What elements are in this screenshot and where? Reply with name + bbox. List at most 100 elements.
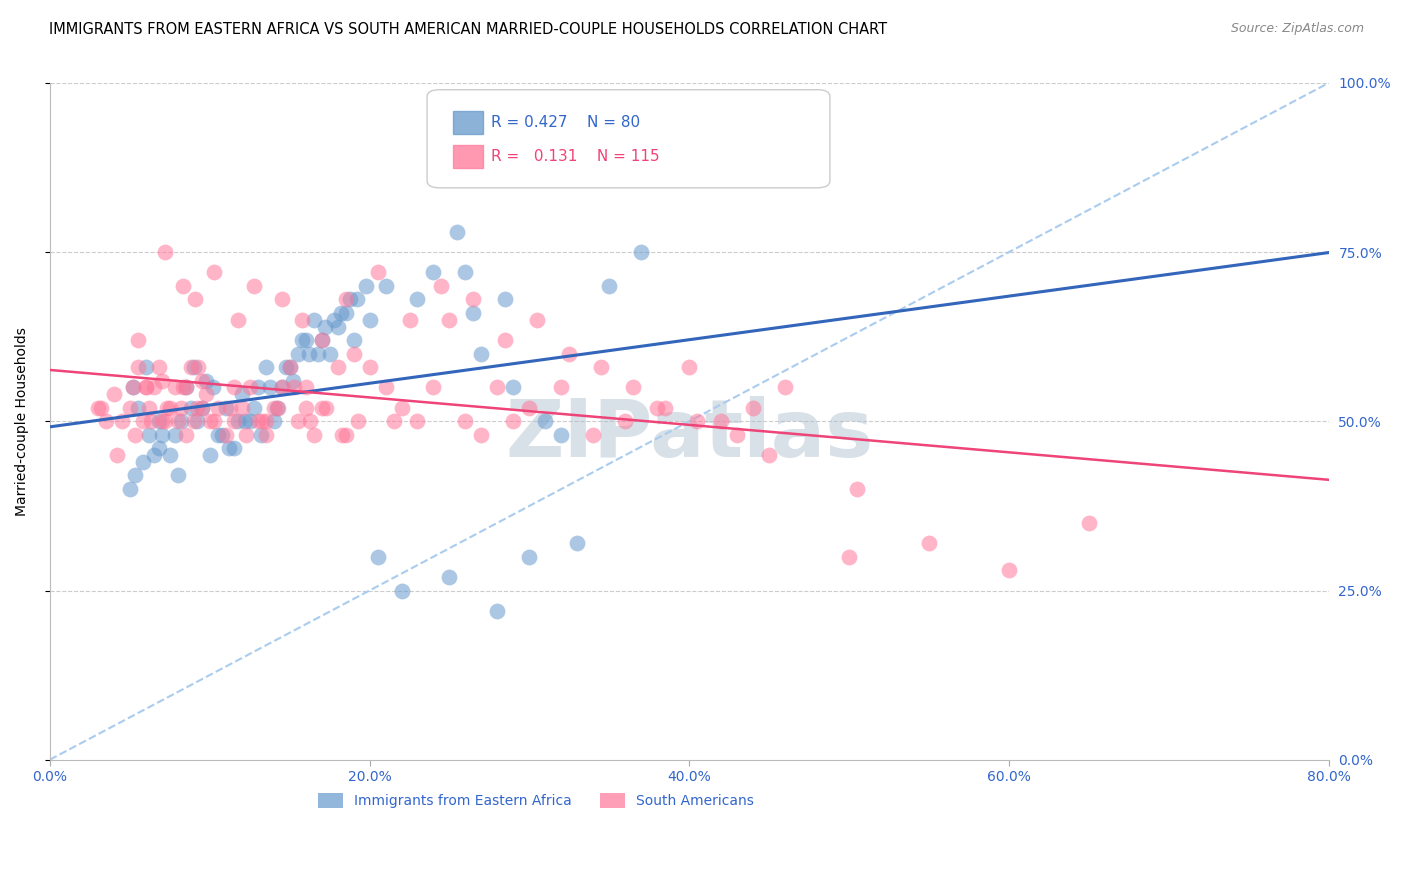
Point [367,265,389,279]
Point [159,401,181,415]
Point [183,360,205,375]
Point [263,414,285,428]
Point [374,279,396,293]
Point [298,346,321,360]
Point [219,401,242,415]
Point [166,468,188,483]
Point [294,401,316,415]
Point [494,333,516,347]
Point [163,427,186,442]
Point [190,374,212,388]
Point [311,333,333,347]
Point [299,414,322,428]
Point [630,245,652,260]
Point [1077,516,1099,530]
Point [773,380,796,394]
Point [243,279,266,293]
Point [406,293,429,307]
Point [686,414,709,428]
Point [486,604,509,618]
Point [335,427,357,442]
Point [135,380,157,394]
Point [302,427,325,442]
Point [135,360,157,375]
Point [346,293,368,307]
Point [103,387,125,401]
Point [215,401,238,415]
Point [846,482,869,496]
Point [430,279,453,293]
Point [367,549,389,564]
Bar [453,112,484,134]
Point [270,380,292,394]
Point [186,401,208,415]
Point [332,427,354,442]
Point [439,570,461,584]
Point [519,401,541,415]
Point [263,401,285,415]
Point [172,279,194,293]
Point [211,427,233,442]
Text: R = 0.427    N = 80: R = 0.427 N = 80 [491,115,640,130]
Point [326,360,349,375]
Point [179,401,201,415]
Point [233,414,256,428]
Point [231,401,253,415]
Point [172,380,194,394]
Point [195,374,218,388]
Point [307,346,329,360]
Point [170,414,193,428]
Point [254,427,277,442]
Point [118,401,141,415]
Point [231,387,253,401]
Point [267,401,290,415]
Point [550,380,572,394]
Point [342,333,364,347]
Point [246,380,269,394]
Point [918,536,941,550]
Point [124,468,146,483]
Point [207,401,229,415]
Point [150,414,173,428]
Point [184,293,207,307]
Point [598,279,620,293]
Point [118,482,141,496]
Point [422,265,444,279]
Point [335,293,357,307]
Point [678,360,700,375]
Point [278,360,301,375]
Point [710,414,733,428]
Point [138,427,160,442]
Point [382,414,405,428]
Point [470,346,492,360]
Point [342,346,364,360]
Point [470,427,492,442]
Point [190,401,212,415]
Point [463,306,485,320]
Point [190,401,212,415]
Point [422,380,444,394]
Point [519,549,541,564]
Point [228,414,250,428]
Point [207,427,229,442]
Point [87,401,110,415]
Text: Source: ZipAtlas.com: Source: ZipAtlas.com [1230,22,1364,36]
Point [90,401,112,415]
Point [742,401,765,415]
Point [283,380,305,394]
Point [186,414,208,428]
Point [454,265,477,279]
Point [222,414,245,428]
Point [187,360,209,375]
Point [150,374,173,388]
Point [645,401,668,415]
Point [254,414,277,428]
Point [391,583,413,598]
Point [174,380,197,394]
Point [142,380,165,394]
Point [201,380,224,394]
Point [243,401,266,415]
Text: IMMIGRANTS FROM EASTERN AFRICA VS SOUTH AMERICAN MARRIED-COUPLE HOUSEHOLDS CORRE: IMMIGRANTS FROM EASTERN AFRICA VS SOUTH … [49,22,887,37]
Point [725,427,748,442]
Point [218,442,240,456]
